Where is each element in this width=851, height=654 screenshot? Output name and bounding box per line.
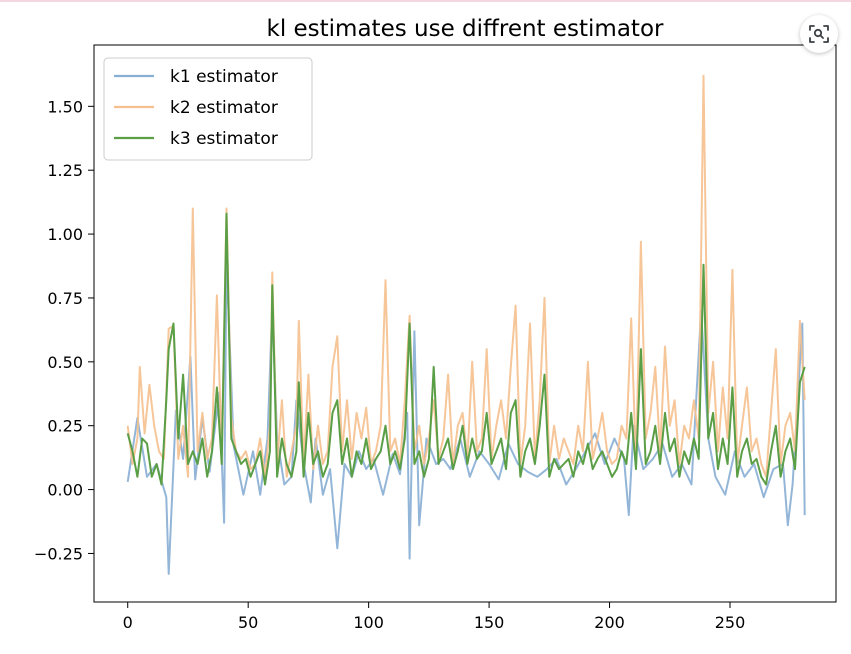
legend-label-k1: k1 estimator	[170, 67, 278, 87]
plot-frame	[93, 44, 837, 603]
y-tick-label: 0.25	[47, 417, 83, 436]
x-axis: 0 50 100 150 200 250	[123, 602, 746, 632]
x-tick-label: 150	[474, 613, 505, 632]
series-layer	[126, 74, 806, 575]
image-search-button[interactable]	[800, 15, 838, 53]
image-search-icon	[809, 25, 829, 43]
x-tick-label: 50	[238, 613, 258, 632]
y-tick-label: −0.25	[34, 544, 83, 563]
y-axis: −0.25 0.00 0.25 0.50 0.75 1.00 1.25 1.50	[34, 97, 94, 563]
y-tick-label: 1.50	[47, 97, 83, 116]
y-tick-label: 0.50	[47, 353, 83, 372]
legend-label-k3: k3 estimator	[170, 129, 278, 149]
y-tick-label: 0.00	[47, 481, 83, 500]
legend: k1 estimator k2 estimator k3 estimator	[103, 57, 313, 161]
series-line-k3	[126, 212, 806, 486]
legend-box	[103, 57, 313, 161]
legend-label-k2: k2 estimator	[170, 98, 278, 118]
x-tick-label: 200	[594, 613, 625, 632]
x-tick-label: 250	[715, 613, 746, 632]
y-tick-label: 1.25	[47, 161, 83, 180]
y-tick-label: 1.00	[47, 225, 83, 244]
x-tick-label: 100	[353, 613, 384, 632]
top-border	[0, 0, 851, 2]
y-tick-label: 0.75	[47, 289, 83, 308]
series-line-k2	[126, 74, 806, 478]
chart-title: kl estimates use diffrent estimator	[267, 16, 665, 42]
x-tick-label: 0	[123, 613, 133, 632]
